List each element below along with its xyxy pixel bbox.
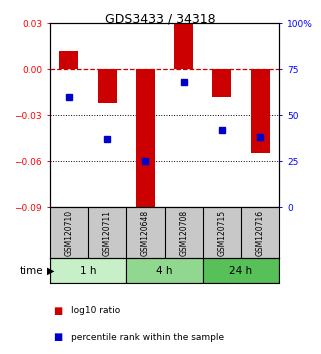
Bar	[251, 69, 270, 153]
Bar	[136, 69, 155, 215]
Bar	[126, 258, 203, 283]
Text: GSM120711: GSM120711	[103, 210, 112, 256]
Bar	[50, 258, 126, 283]
Text: GSM120648: GSM120648	[141, 210, 150, 256]
Text: GDS3433 / 34318: GDS3433 / 34318	[105, 12, 216, 25]
Text: ■: ■	[53, 306, 62, 316]
Text: GSM120716: GSM120716	[256, 210, 265, 256]
Text: GSM120710: GSM120710	[65, 210, 74, 256]
Text: 24 h: 24 h	[230, 266, 253, 276]
Text: ▶: ▶	[47, 266, 54, 276]
Text: 4 h: 4 h	[156, 266, 173, 276]
Bar	[212, 69, 231, 97]
Bar	[174, 23, 193, 69]
Text: ■: ■	[53, 332, 62, 342]
Text: percentile rank within the sample: percentile rank within the sample	[71, 333, 224, 342]
Bar	[98, 69, 117, 103]
Text: 1 h: 1 h	[80, 266, 96, 276]
Text: GSM120715: GSM120715	[217, 210, 226, 256]
Text: GSM120708: GSM120708	[179, 210, 188, 256]
Text: log10 ratio: log10 ratio	[71, 306, 120, 315]
Text: time: time	[20, 266, 43, 276]
Bar	[203, 258, 279, 283]
Bar	[59, 51, 78, 69]
